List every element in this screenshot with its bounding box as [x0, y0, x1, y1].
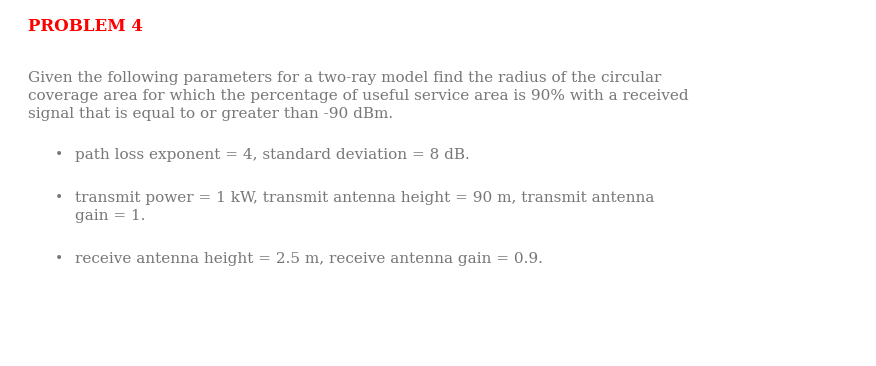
- Text: signal that is equal to or greater than -90 dBm.: signal that is equal to or greater than …: [28, 107, 393, 121]
- Text: receive antenna height = 2.5 m, receive antenna gain = 0.9.: receive antenna height = 2.5 m, receive …: [75, 252, 543, 266]
- Text: path loss exponent = 4, standard deviation = 8 dB.: path loss exponent = 4, standard deviati…: [75, 148, 470, 162]
- Text: transmit power = 1 kW, transmit antenna height = 90 m, transmit antenna: transmit power = 1 kW, transmit antenna …: [75, 191, 654, 205]
- Text: •: •: [55, 252, 63, 266]
- Text: •: •: [55, 148, 63, 162]
- Text: •: •: [55, 191, 63, 205]
- Text: gain = 1.: gain = 1.: [75, 209, 145, 223]
- Text: coverage area for which the percentage of useful service area is 90% with a rece: coverage area for which the percentage o…: [28, 89, 689, 103]
- Text: Given the following parameters for a two-ray model find the radius of the circul: Given the following parameters for a two…: [28, 71, 661, 85]
- Text: PROBLEM 4: PROBLEM 4: [28, 18, 143, 35]
